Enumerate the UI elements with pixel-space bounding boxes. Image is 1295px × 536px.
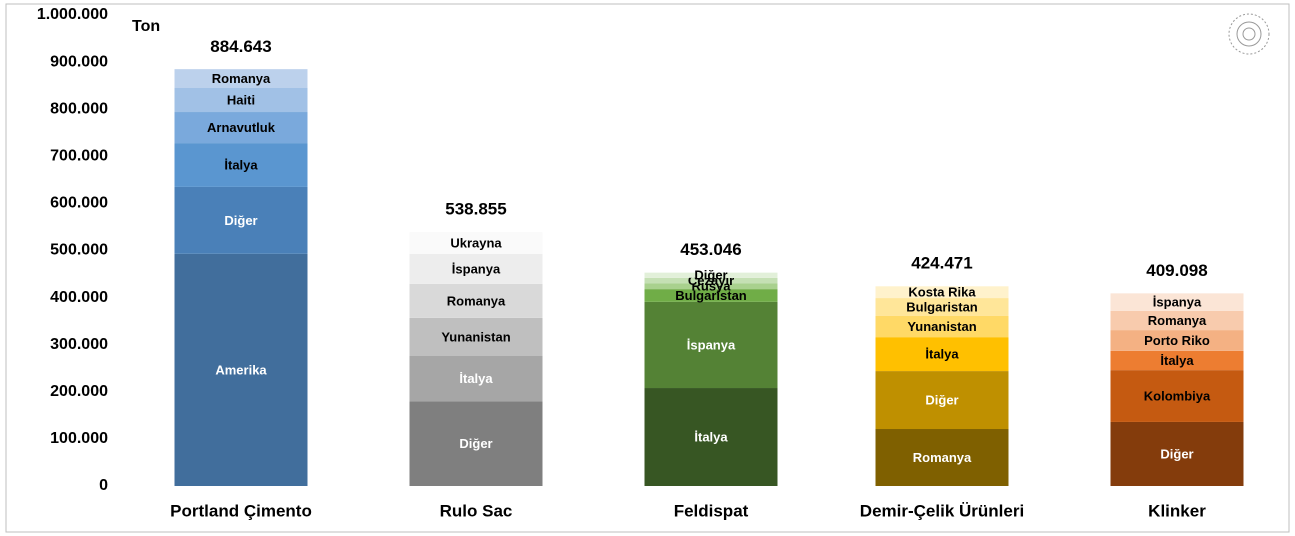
total-label: 884.643 [210, 37, 271, 56]
bar-segment [409, 356, 543, 402]
segment-label: Diğer [459, 436, 492, 451]
bar-segment [1110, 330, 1244, 351]
y-tick-label: 0 [99, 477, 108, 494]
segment-label: Romanya [1148, 313, 1207, 328]
total-label: 424.471 [911, 254, 972, 273]
segment-label: Bulgaristan [906, 299, 978, 314]
bar-segment [644, 388, 778, 486]
y-tick-label: 800.000 [50, 100, 108, 117]
segment-label: Yunanistan [907, 319, 976, 334]
segment-label: İspanya [452, 261, 501, 276]
bar-segment [174, 112, 308, 144]
segment-label: Diğer [694, 268, 727, 283]
bar-segment [409, 283, 543, 318]
segment-label: Porto Riko [1144, 333, 1210, 348]
bar-segment [875, 371, 1009, 430]
bar-segment [875, 429, 1009, 486]
segment-label: Diğer [1160, 446, 1193, 461]
segment-label: İspanya [687, 337, 736, 352]
total-label: 538.855 [445, 200, 506, 219]
bar-segment [174, 253, 308, 486]
segment-label: İtalya [925, 347, 959, 362]
bar-segment [875, 315, 1009, 338]
segment-label: İtalya [694, 429, 728, 444]
segment-label: İtalya [224, 157, 258, 172]
bar-segment [409, 401, 543, 486]
segment-label: Diğer [925, 392, 958, 407]
segment-label: Bulgaristan [675, 288, 747, 303]
bar-segment [875, 298, 1009, 316]
bar-segment [1110, 293, 1244, 311]
segment-label: Romanya [447, 293, 506, 308]
bar-segment [174, 69, 308, 89]
bar-segment [875, 337, 1009, 372]
total-label: 409.098 [1146, 261, 1207, 280]
x-tick-label: Feldispat [674, 501, 749, 520]
segment-label: Haiti [227, 92, 255, 107]
y-tick-label: 200.000 [50, 383, 108, 400]
unit-label: Ton [132, 18, 160, 35]
segment-label: İtalya [1160, 353, 1194, 368]
bar-segment [409, 253, 543, 284]
y-tick-label: 400.000 [50, 289, 108, 306]
y-tick-label: 700.000 [50, 148, 108, 165]
bar-segment [644, 272, 778, 278]
segment-label: Ukrayna [450, 235, 502, 250]
y-tick-label: 500.000 [50, 242, 108, 259]
bar-segment [1110, 310, 1244, 331]
bar-segment [174, 88, 308, 113]
bar-segment [174, 143, 308, 187]
segment-label: Yunanistan [441, 329, 510, 344]
bar-segment [409, 317, 543, 357]
x-tick-label: Portland Çimento [170, 501, 312, 520]
x-tick-label: Demir-Çelik Ürünleri [860, 501, 1024, 520]
bar-segment [1110, 350, 1244, 371]
y-tick-label: 900.000 [50, 53, 108, 70]
x-tick-label: Klinker [1148, 501, 1206, 520]
segment-label: Romanya [212, 71, 271, 86]
total-label: 453.046 [680, 240, 741, 259]
bar-segment [174, 186, 308, 254]
segment-label: Diğer [224, 213, 257, 228]
bar-segment [644, 277, 778, 284]
y-tick-label: 100.000 [50, 430, 108, 447]
bar-segment [409, 232, 543, 254]
segment-label: Amerika [215, 362, 267, 377]
bar-segment [875, 286, 1009, 299]
logo [1228, 13, 1270, 55]
x-tick-label: Rulo Sac [440, 501, 513, 520]
bar-segment [644, 301, 778, 389]
segment-label: Kosta Rika [908, 285, 976, 300]
bar-segment [1110, 370, 1244, 422]
bar-segment [644, 289, 778, 302]
bar-segment [644, 283, 778, 290]
y-tick-label: 300.000 [50, 336, 108, 353]
y-tick-label: 600.000 [50, 195, 108, 212]
bar-segment [1110, 421, 1244, 486]
segment-label: Romanya [913, 450, 972, 465]
segment-label: İspanya [1153, 295, 1202, 310]
segment-label: Kolombiya [1144, 388, 1211, 403]
y-tick-label: 1.000.000 [37, 6, 108, 23]
segment-label: Arnavutluk [207, 120, 276, 135]
segment-label: İtalya [459, 371, 493, 386]
